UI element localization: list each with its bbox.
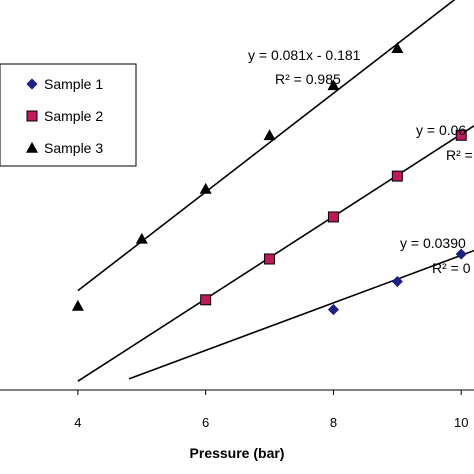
trendline-r2-series-3: R² = 0.985: [275, 71, 341, 87]
point-series-3-4: [327, 79, 340, 91]
legend-marker-series-1: [26, 78, 38, 90]
point-series-2-4: [455, 129, 467, 141]
point-series-3-0: [71, 299, 84, 311]
x-tick-label-2: 8: [330, 415, 337, 430]
point-series-1-2: [455, 248, 467, 260]
legend: Sample 1 Sample 2 Sample 3: [0, 63, 137, 167]
point-series-1-0: [327, 303, 340, 316]
point-series-3-5: [391, 42, 404, 53]
trendline-equation-series-3: y = 0.081x - 0.181: [248, 47, 361, 63]
trendline-r2-series-2: R² =: [446, 147, 473, 163]
x-tick-label-0: 4: [74, 415, 81, 430]
legend-label-series-2: Sample 2: [44, 108, 103, 124]
trendline-r2-series-1: R² = 0: [432, 260, 471, 276]
trendline-equation-series-2: y = 0.06: [416, 122, 466, 138]
point-series-2-2: [327, 211, 339, 223]
legend-marker-series-3: [26, 142, 38, 153]
legend-label-series-3: Sample 3: [44, 140, 103, 156]
x-tick-label-1: 6: [202, 415, 209, 430]
trendline-series-2: [77, 125, 474, 382]
trendline-series-1: [128, 249, 474, 380]
point-series-2-1: [264, 253, 276, 265]
legend-box: [0, 63, 137, 167]
point-series-1-1: [391, 275, 403, 288]
point-series-3-3: [263, 129, 276, 141]
point-series-3-1: [135, 232, 148, 244]
point-series-2-0: [200, 294, 212, 306]
trendline-equation-series-1: y = 0.0390: [400, 235, 466, 251]
point-series-2-3: [391, 170, 403, 182]
legend-marker-series-2: [26, 110, 38, 122]
legend-label-series-1: Sample 1: [44, 76, 103, 92]
x-axis-label: Pressure (bar): [190, 445, 285, 461]
x-axis: 4 6 8 10: [0, 389, 474, 430]
point-series-3-2: [199, 182, 212, 194]
x-tick-label-3: 10: [454, 415, 468, 430]
plot-series-group: [71, 0, 474, 382]
plot-area: y = 0.0390 R² = 0 y = 0.06 R² = y = 0.081x -…: [71, 0, 474, 382]
